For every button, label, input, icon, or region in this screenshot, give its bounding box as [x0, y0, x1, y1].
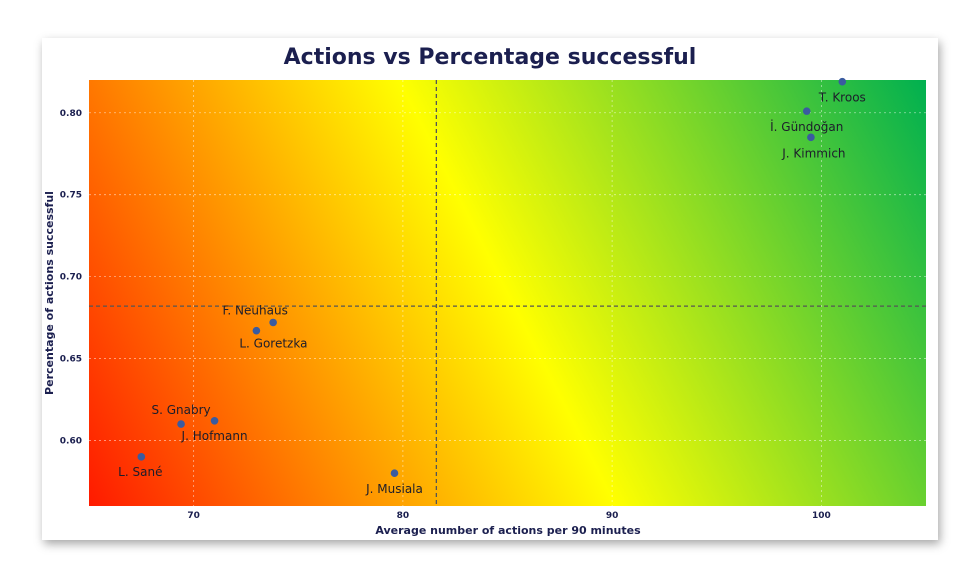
x-tick-label: 90	[606, 511, 619, 521]
data-point	[252, 326, 261, 335]
y-tick-label: 0.70	[60, 273, 82, 283]
point-label: J. Musiala	[365, 482, 423, 496]
y-axis-label: Percentage of actions successful	[43, 191, 56, 395]
data-point	[807, 133, 815, 142]
data-point	[802, 107, 811, 115]
chart-title: Actions vs Percentage successful	[284, 45, 697, 70]
point-label: J. Kimmich	[781, 146, 845, 160]
data-points: T. Kroos İ. Gündoğan J. Kimmich F. Neuhaus L…	[118, 77, 866, 496]
data-point	[269, 318, 277, 327]
data-point	[137, 453, 146, 461]
y-tick-label: 0.75	[60, 191, 82, 201]
x-tick-label: 80	[397, 511, 410, 521]
axis-ticks: 70 80 90 100 0.60 0.65 0.70 0.75 0.80	[60, 109, 831, 521]
data-point	[177, 420, 185, 428]
point-label: L. Sané	[118, 465, 162, 479]
x-tick-label: 100	[812, 511, 831, 521]
point-label: S. Gnabry	[151, 403, 210, 417]
plot-background	[89, 80, 926, 506]
data-point	[390, 469, 399, 478]
data-point	[210, 417, 219, 425]
chart-card: 70 80 90 100 0.60 0.65 0.70 0.75 0.80 T. Kroos İ.…	[42, 38, 938, 540]
y-tick-label: 0.60	[60, 436, 82, 446]
point-label: L. Goretzka	[239, 337, 307, 351]
point-label: J. Hofmann	[181, 429, 248, 443]
y-tick-label: 0.80	[60, 109, 82, 119]
y-tick-label: 0.65	[60, 355, 82, 365]
x-axis-label: Average number of actions per 90 minutes	[375, 524, 641, 537]
point-label: İ. Gündoğan	[770, 119, 843, 134]
grid-lines	[89, 80, 926, 506]
reference-lines	[89, 80, 926, 506]
data-point	[838, 77, 847, 86]
scatter-chart: 70 80 90 100 0.60 0.65 0.70 0.75 0.80 T. Kroos İ.…	[43, 45, 926, 537]
point-label: T. Kroos	[818, 91, 866, 105]
x-tick-label: 70	[187, 511, 200, 521]
point-label: F. Neuhaus	[222, 303, 287, 317]
